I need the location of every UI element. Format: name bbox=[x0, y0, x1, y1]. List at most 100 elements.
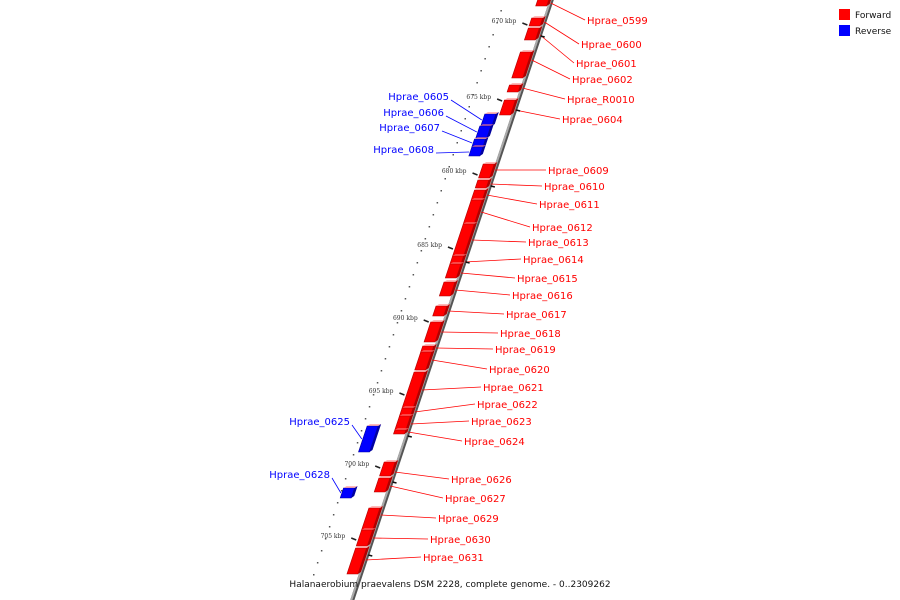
label-leader-line bbox=[351, 424, 363, 440]
forward-gene-label[interactable]: Hprae_0624 bbox=[464, 437, 525, 448]
position-dot bbox=[424, 238, 427, 240]
gene-feature-top bbox=[520, 50, 535, 52]
reverse-gene-label[interactable]: Hprae_0607 bbox=[379, 123, 440, 134]
gene-feature[interactable] bbox=[506, 84, 521, 93]
kbp-tick-mark bbox=[350, 537, 357, 541]
forward-gene-label[interactable]: Hprae_0620 bbox=[489, 365, 550, 376]
forward-gene-label[interactable]: Hprae_0623 bbox=[471, 417, 532, 428]
kbp-tick-mark bbox=[472, 172, 478, 176]
label-leader-line bbox=[531, 59, 571, 80]
forward-gene-label[interactable]: Hprae_0613 bbox=[528, 238, 589, 249]
position-dot bbox=[500, 10, 502, 12]
label-leader-line bbox=[445, 115, 478, 133]
forward-gene-label[interactable]: Hprae_0618 bbox=[500, 329, 561, 340]
forward-gene-label[interactable]: Hprae_0626 bbox=[451, 475, 512, 486]
gene-feature-shade bbox=[518, 83, 524, 92]
position-dot bbox=[396, 322, 399, 324]
label-leader-line bbox=[435, 151, 470, 154]
position-dot bbox=[448, 166, 450, 168]
position-dot bbox=[340, 490, 343, 492]
forward-gene-label[interactable]: Hprae_0611 bbox=[539, 200, 600, 211]
gene-feature-top bbox=[399, 414, 414, 416]
forward-gene-label[interactable]: Hprae_0599 bbox=[587, 16, 648, 27]
forward-gene-label[interactable]: Hprae_0629 bbox=[438, 514, 499, 525]
gene-feature-top bbox=[483, 162, 498, 164]
position-dot bbox=[472, 94, 474, 96]
gene-feature-shade bbox=[460, 254, 467, 264]
position-dot bbox=[436, 202, 439, 204]
forward-gene-label[interactable]: Hprae_R0010 bbox=[567, 95, 635, 106]
forward-gene-label[interactable]: Hprae_0631 bbox=[423, 553, 484, 564]
position-dot bbox=[428, 226, 431, 228]
gene-feature[interactable] bbox=[393, 429, 407, 435]
label-leader-line bbox=[539, 34, 575, 64]
reverse-gene-label[interactable]: Hprae_0608 bbox=[373, 145, 434, 156]
position-dot bbox=[464, 118, 466, 120]
position-dot bbox=[468, 106, 470, 108]
gene-feature-shade bbox=[546, 0, 552, 6]
position-dot bbox=[392, 334, 395, 336]
gene-feature-shade bbox=[385, 476, 393, 492]
gene-feature-top bbox=[343, 486, 358, 488]
forward-gene-label[interactable]: Hprae_0619 bbox=[495, 345, 556, 356]
label-leader-line bbox=[380, 514, 437, 519]
label-leader-line bbox=[486, 194, 538, 205]
gene-feature-top bbox=[436, 304, 451, 306]
forward-gene-label[interactable]: Hprae_0622 bbox=[477, 400, 538, 411]
position-dot bbox=[452, 154, 454, 156]
forward-gene-label[interactable]: Hprae_0610 bbox=[544, 182, 605, 193]
forward-gene-label[interactable]: Hprae_0600 bbox=[581, 40, 642, 51]
position-dot bbox=[372, 394, 375, 396]
forward-gene-label[interactable]: Hprae_0615 bbox=[517, 274, 578, 285]
position-dot bbox=[360, 430, 363, 432]
position-dot bbox=[376, 382, 379, 384]
forward-gene-label[interactable]: Hprae_0616 bbox=[512, 291, 573, 302]
gene-feature-shade bbox=[390, 460, 399, 476]
gene-feature-shade bbox=[435, 320, 445, 342]
gene-feature-shade bbox=[486, 178, 492, 188]
position-dot bbox=[356, 442, 359, 444]
forward-gene-label[interactable]: Hprae_0617 bbox=[506, 310, 567, 321]
label-leader-line bbox=[414, 403, 476, 413]
gene-feature-shade bbox=[489, 162, 498, 178]
gene-feature-shade bbox=[510, 98, 519, 115]
position-dot bbox=[456, 142, 458, 144]
label-leader-line bbox=[460, 272, 516, 279]
gene-feature-shade bbox=[522, 50, 535, 78]
forward-gene-label[interactable]: Hprae_0602 bbox=[572, 75, 633, 86]
forward-gene-label[interactable]: Hprae_0614 bbox=[523, 255, 584, 266]
gene-feature-top bbox=[528, 26, 543, 28]
label-leader-line bbox=[490, 183, 543, 187]
gene-feature-shade bbox=[372, 506, 383, 530]
kbp-tick-label: 690 kbp bbox=[393, 315, 418, 322]
forward-gene-label[interactable]: Hprae_0609 bbox=[548, 166, 609, 177]
gene-feature-shade bbox=[404, 428, 409, 434]
gene-feature-top bbox=[355, 546, 370, 548]
position-dot bbox=[420, 250, 423, 252]
forward-gene-label[interactable]: Hprae_0621 bbox=[483, 383, 544, 394]
reverse-gene-label[interactable]: Hprae_0605 bbox=[388, 92, 449, 103]
forward-gene-label[interactable]: Hprae_0604 bbox=[562, 115, 623, 126]
forward-gene-label[interactable]: Hprae_0627 bbox=[445, 494, 506, 505]
gene-feature-shade bbox=[357, 546, 370, 574]
position-dot bbox=[344, 478, 347, 480]
label-leader-line bbox=[390, 485, 444, 499]
legend-reverse-label: Reverse bbox=[855, 27, 892, 37]
reverse-gene-label[interactable]: Hprae_0606 bbox=[383, 108, 444, 119]
reverse-gene-label[interactable]: Hprae_0628 bbox=[269, 470, 330, 481]
gene-feature-top bbox=[422, 344, 437, 346]
legend-forward-swatch bbox=[839, 9, 850, 20]
label-leader-line bbox=[372, 537, 429, 540]
gene-feature-shade bbox=[351, 486, 358, 498]
label-leader-line bbox=[365, 556, 422, 561]
position-dot bbox=[368, 406, 371, 408]
gene-feature-top bbox=[449, 262, 464, 264]
position-dot bbox=[320, 550, 323, 552]
forward-gene-label[interactable]: Hprae_0612 bbox=[532, 223, 593, 234]
reverse-gene-label[interactable]: Hprae_0625 bbox=[289, 417, 350, 428]
position-dot bbox=[460, 130, 462, 132]
forward-gene-label[interactable]: Hprae_0630 bbox=[430, 535, 491, 546]
position-dot bbox=[332, 514, 335, 516]
gene-feature-top bbox=[430, 320, 445, 322]
forward-gene-label[interactable]: Hprae_0601 bbox=[576, 59, 637, 70]
